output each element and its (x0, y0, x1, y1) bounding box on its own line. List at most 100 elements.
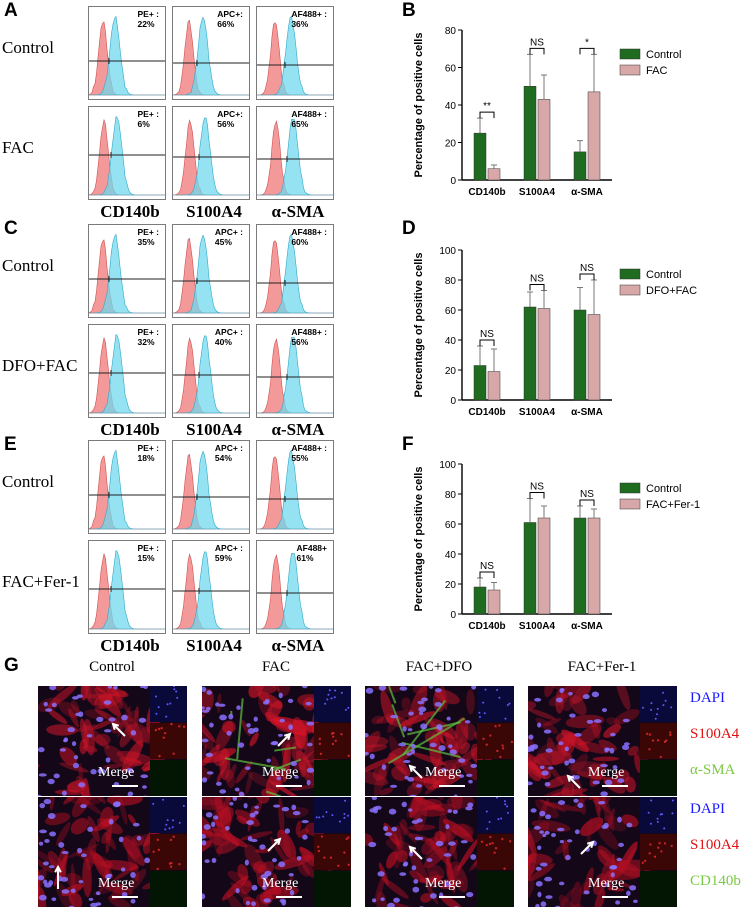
flow-histogram: AF488+ :36% (256, 6, 334, 100)
y-tick-label: 80 (445, 26, 457, 37)
gate-name: APC+ : (215, 443, 243, 453)
marker-column-label: CD140b (92, 636, 168, 656)
panel-letter-g: G (4, 655, 19, 677)
scale-bar (602, 896, 628, 898)
merge-label: Merge (425, 876, 461, 892)
legend-label: FAC+Fer-1 (646, 499, 700, 511)
bar (574, 152, 586, 180)
gate-percent: 59% (215, 553, 243, 563)
scale-bar (602, 785, 628, 787)
scale-bar (112, 896, 138, 898)
gate-percent: 6% (138, 119, 160, 129)
y-tick-label: 20 (445, 580, 457, 591)
micrograph-tile: Merge (528, 797, 677, 907)
flow-histogram: APC+ :54% (172, 440, 250, 534)
significance-bracket (480, 340, 494, 346)
flow-histogram: AF488+ :60% (256, 224, 334, 318)
y-tick-label: 80 (445, 276, 457, 287)
legend-label: DFO+FAC (646, 285, 697, 297)
stain-label: DAPI (690, 690, 725, 707)
category-label: S100A4 (519, 407, 556, 418)
marker-column-label: S100A4 (176, 202, 252, 222)
flow-histogram: APC+:66% (172, 6, 250, 100)
y-tick-label: 60 (445, 306, 457, 317)
flow-histogram: APC+ :59% (172, 540, 250, 634)
merge-label: Merge (588, 876, 624, 892)
legend-label: FAC (646, 65, 667, 77)
significance-bracket (580, 274, 594, 280)
flow-histogram: AF488+ :65% (256, 106, 334, 200)
gate-name: PE+ : (138, 227, 160, 237)
legend-swatch (620, 49, 640, 59)
category-label: CD140b (468, 407, 505, 418)
bar (488, 590, 500, 614)
gate-percent: 61% (297, 553, 327, 563)
micrograph-column-label: Control (38, 659, 186, 676)
flow-histogram: PE+ :32% (88, 324, 166, 418)
micrograph-tile: Merge (365, 686, 514, 796)
bar-chart-b: Percentage of positive cells020406080**C… (402, 18, 752, 216)
flow-histogram: AF488+61% (256, 540, 334, 634)
gate-name: APC+ : (215, 327, 243, 337)
category-label: S100A4 (519, 187, 556, 198)
y-tick-label: 60 (445, 64, 457, 75)
gate-percent: 36% (291, 19, 327, 29)
significance-label: NS (530, 274, 544, 285)
scale-bar (276, 785, 302, 787)
significance-label: NS (480, 329, 494, 340)
gate-percent: 55% (291, 453, 327, 463)
bar (588, 518, 600, 614)
merge-label: Merge (262, 876, 298, 892)
bar (538, 309, 550, 401)
bar-chart-d: Percentage of positive cells020406080100… (402, 238, 752, 436)
y-tick-label: 60 (445, 520, 457, 531)
bar (524, 307, 536, 400)
bar (524, 86, 536, 180)
legend-swatch (620, 499, 640, 509)
marker-column-label: CD140b (92, 420, 168, 440)
gate-name: PE+ : (138, 9, 160, 19)
legend-swatch (620, 269, 640, 279)
gate-percent: 66% (217, 19, 243, 29)
flow-histogram: APC+ :40% (172, 324, 250, 418)
marker-column-label: CD140b (92, 202, 168, 222)
bar (474, 587, 486, 614)
flow-histogram: PE+ :18% (88, 440, 166, 534)
gate-name: APC+: (217, 109, 243, 119)
significance-label: NS (480, 561, 494, 572)
gate-percent: 54% (215, 453, 243, 463)
flow-histogram: PE+ :22% (88, 6, 166, 100)
bar (574, 518, 586, 614)
micrograph-column-label: FAC (202, 659, 350, 676)
y-axis-label: Percentage of positive cells (413, 467, 425, 612)
micrograph-tile: Merge (38, 686, 187, 796)
gate-percent: 65% (291, 119, 327, 129)
gate-name: PE+ : (138, 443, 160, 453)
gate-name: APC+ : (215, 543, 243, 553)
flow-row-label: Control (2, 472, 54, 492)
gate-percent: 56% (291, 337, 327, 347)
significance-label: NS (580, 489, 594, 500)
micrograph-column-label: FAC+DFO (365, 659, 513, 676)
bar (488, 372, 500, 401)
merge-label: Merge (98, 876, 134, 892)
micrograph-tile: Merge (365, 797, 514, 907)
legend-swatch (620, 65, 640, 75)
significance-bracket (530, 285, 544, 291)
y-tick-label: 100 (439, 460, 456, 471)
bar (524, 523, 536, 615)
gate-name: AF488+ (297, 543, 327, 553)
gate-name: AF488+ : (291, 227, 327, 237)
stain-label: DAPI (690, 801, 725, 818)
marker-column-label: α-SMA (260, 636, 336, 656)
gate-percent: 45% (215, 237, 243, 247)
gate-percent: 60% (291, 237, 327, 247)
flow-row-label: Control (2, 256, 54, 276)
y-tick-label: 0 (450, 610, 456, 621)
gate-percent: 15% (138, 553, 160, 563)
y-tick-label: 40 (445, 550, 457, 561)
gate-percent: 35% (138, 237, 160, 247)
significance-bracket (480, 572, 494, 578)
flow-row-label: Control (2, 38, 54, 58)
merge-label: Merge (262, 765, 298, 781)
